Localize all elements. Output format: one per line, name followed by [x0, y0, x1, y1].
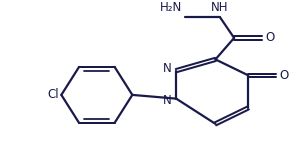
Text: O: O — [279, 69, 288, 82]
Text: H₂N: H₂N — [159, 1, 182, 14]
Text: O: O — [265, 32, 274, 44]
Text: Cl: Cl — [47, 88, 59, 101]
Text: N: N — [163, 94, 172, 107]
Text: N: N — [163, 62, 172, 75]
Text: NH: NH — [211, 1, 229, 14]
